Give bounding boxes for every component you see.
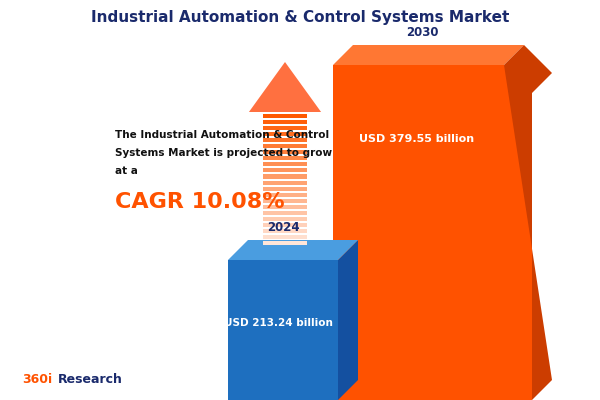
Bar xyxy=(263,192,307,197)
Bar xyxy=(263,229,307,233)
Text: 2024: 2024 xyxy=(266,221,299,234)
Bar xyxy=(263,211,307,215)
Text: Research: Research xyxy=(58,373,123,386)
Bar xyxy=(263,186,307,190)
Polygon shape xyxy=(504,45,552,400)
Text: Industrial Automation & Control Systems Market: Industrial Automation & Control Systems … xyxy=(91,10,509,25)
Bar xyxy=(263,199,307,203)
Polygon shape xyxy=(338,240,358,400)
Bar xyxy=(263,205,307,209)
Bar xyxy=(263,126,307,130)
Bar xyxy=(263,132,307,136)
Bar xyxy=(263,217,307,221)
Bar xyxy=(263,120,307,124)
Text: USD 213.24 billion: USD 213.24 billion xyxy=(224,318,332,328)
Text: at a: at a xyxy=(115,166,138,176)
Text: The Industrial Automation & Control: The Industrial Automation & Control xyxy=(115,130,329,140)
Bar xyxy=(263,144,307,148)
Text: 2030: 2030 xyxy=(406,26,439,39)
Bar xyxy=(263,180,307,184)
Bar xyxy=(228,260,338,400)
Bar xyxy=(263,241,307,245)
Text: 360i: 360i xyxy=(22,373,52,386)
Polygon shape xyxy=(333,65,532,400)
Bar xyxy=(263,223,307,227)
Bar xyxy=(263,162,307,166)
Polygon shape xyxy=(249,62,321,112)
Text: CAGR 10.08%: CAGR 10.08% xyxy=(115,192,284,212)
Text: Systems Market is projected to grow: Systems Market is projected to grow xyxy=(115,148,332,158)
Bar xyxy=(263,138,307,142)
Polygon shape xyxy=(228,240,358,260)
Bar xyxy=(263,156,307,160)
Bar xyxy=(263,235,307,239)
Bar xyxy=(263,168,307,172)
Polygon shape xyxy=(333,45,524,65)
Text: USD 379.55 billion: USD 379.55 billion xyxy=(359,134,474,144)
Bar xyxy=(263,114,307,118)
Bar xyxy=(263,174,307,178)
Bar xyxy=(263,150,307,154)
